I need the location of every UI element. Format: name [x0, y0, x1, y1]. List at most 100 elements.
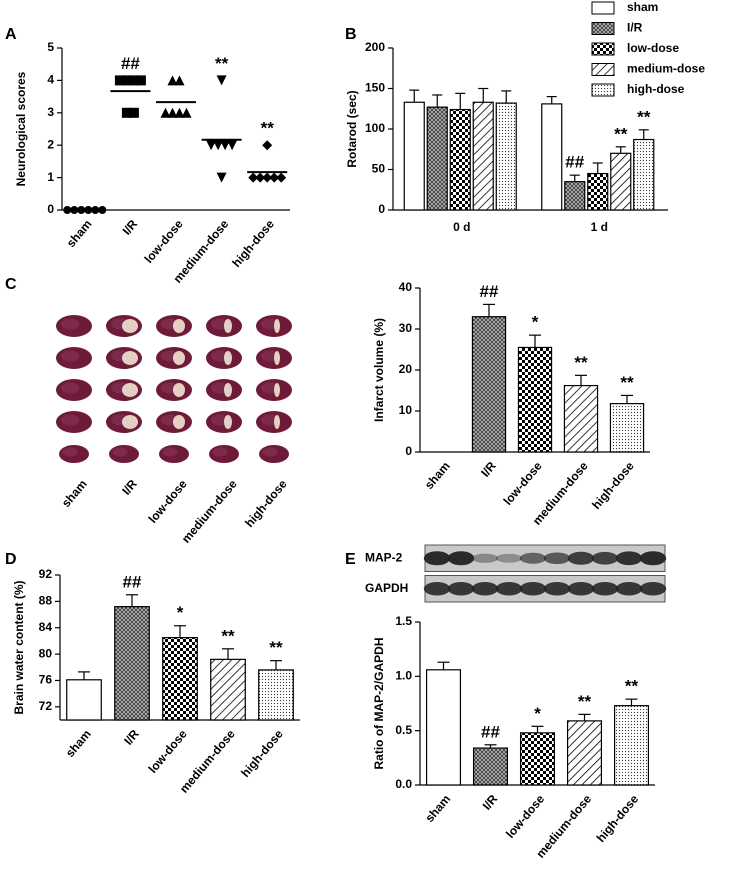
y-axis-label: Ratio of MAP-2/GAPDH: [372, 638, 386, 770]
legend-swatch: [591, 83, 615, 97]
legend-swatch: [591, 1, 615, 15]
slice-highlight: [61, 318, 79, 330]
panel-letter: E: [345, 551, 356, 568]
x-tick-label: I/R: [120, 217, 141, 238]
significance-label: ##: [565, 153, 584, 172]
x-tick-label: sham: [422, 792, 453, 825]
x-tick-label: low-dose: [501, 459, 545, 508]
significance-label: **: [574, 353, 588, 372]
y-tick-label: 0: [405, 444, 412, 458]
infarct-area: [274, 319, 280, 333]
y-tick-label: 10: [399, 403, 413, 417]
y-tick-label: 200: [365, 40, 385, 54]
slice-highlight: [212, 447, 228, 457]
y-tick-label: 1.5: [395, 614, 412, 628]
slice-highlight: [162, 447, 178, 457]
data-point: [174, 107, 185, 118]
legend-label: medium-dose: [627, 62, 705, 76]
significance-label: **: [614, 124, 628, 143]
infarct-area: [122, 415, 138, 429]
blot-band: [423, 551, 451, 566]
data-point: [128, 107, 139, 118]
data-point: [174, 75, 185, 86]
x-tick-label: high-dose: [238, 727, 286, 780]
y-tick-label: 80: [39, 646, 53, 660]
data-point: [255, 172, 266, 183]
bar: [258, 669, 294, 721]
significance-label: **: [269, 638, 283, 657]
infarct-area: [122, 383, 138, 397]
bar: [517, 346, 553, 453]
infarct-area: [173, 415, 185, 429]
slice-highlight: [262, 447, 278, 457]
y-tick-label: 50: [372, 162, 386, 176]
significance-label: **: [215, 54, 229, 73]
significance-label: *: [532, 313, 539, 332]
blot-band: [543, 582, 571, 596]
data-point: [216, 75, 227, 86]
data-point: [227, 140, 238, 151]
bar: [425, 669, 462, 786]
y-tick-label: 4: [47, 73, 54, 87]
blot-band: [447, 582, 475, 596]
blot-band: [567, 551, 595, 565]
bar: [449, 108, 471, 211]
y-tick-label: 1.0: [395, 669, 412, 683]
blot-band: [567, 582, 595, 596]
x-tick-label: low-dose: [146, 727, 190, 776]
legend-label: low-dose: [627, 41, 679, 55]
y-axis-label: Rotarod (sec): [345, 90, 359, 167]
significance-label: ##: [481, 722, 500, 741]
blot-band: [519, 552, 547, 564]
infarct-area: [224, 415, 232, 429]
significance-label: **: [578, 692, 592, 711]
data-point: [128, 75, 139, 86]
bar: [403, 101, 425, 211]
bar: [541, 103, 563, 211]
y-tick-label: 1: [47, 170, 54, 184]
y-tick-label: 2: [47, 137, 54, 151]
y-tick-label: 40: [399, 280, 413, 294]
x-tick-label: low-dose: [503, 792, 547, 841]
y-tick-label: 72: [39, 699, 53, 713]
x-tick-label: I/R: [121, 727, 142, 748]
legend-label: I/R: [627, 21, 643, 35]
bar: [633, 138, 655, 211]
blot-band: [495, 553, 523, 563]
data-point: [220, 140, 231, 151]
infarct-area: [274, 415, 280, 429]
blot-label: GAPDH: [365, 581, 408, 595]
significance-label: **: [625, 677, 639, 696]
bar: [609, 403, 645, 453]
bar: [472, 101, 494, 211]
slice-highlight: [62, 447, 78, 457]
blot-band: [495, 582, 523, 596]
bar: [426, 106, 448, 211]
y-axis-label: Brain water content (%): [12, 580, 26, 714]
slice-highlight: [112, 447, 128, 457]
x-tick-label: sham: [59, 477, 90, 510]
y-tick-label: 30: [399, 321, 413, 335]
x-tick-label: 1 d: [591, 220, 608, 234]
data-point: [276, 172, 287, 183]
infarct-area: [122, 351, 138, 365]
blot-band: [591, 551, 619, 565]
blot-band: [447, 551, 475, 566]
infarct-area: [224, 351, 232, 365]
x-tick-label: I/R: [480, 792, 501, 813]
data-point: [262, 140, 273, 151]
y-tick-label: 150: [365, 81, 385, 95]
slice-highlight: [61, 382, 79, 394]
y-tick-label: 76: [39, 673, 53, 687]
significance-label: *: [177, 603, 184, 622]
blot-band: [639, 551, 667, 566]
data-point: [160, 107, 171, 118]
legend-swatch: [591, 22, 615, 35]
bar: [566, 720, 603, 786]
y-tick-label: 92: [39, 567, 53, 581]
y-tick-label: 0: [47, 202, 54, 216]
y-tick-label: 0.0: [395, 777, 412, 791]
y-tick-label: 100: [365, 121, 385, 135]
legend-label: sham: [627, 0, 658, 14]
